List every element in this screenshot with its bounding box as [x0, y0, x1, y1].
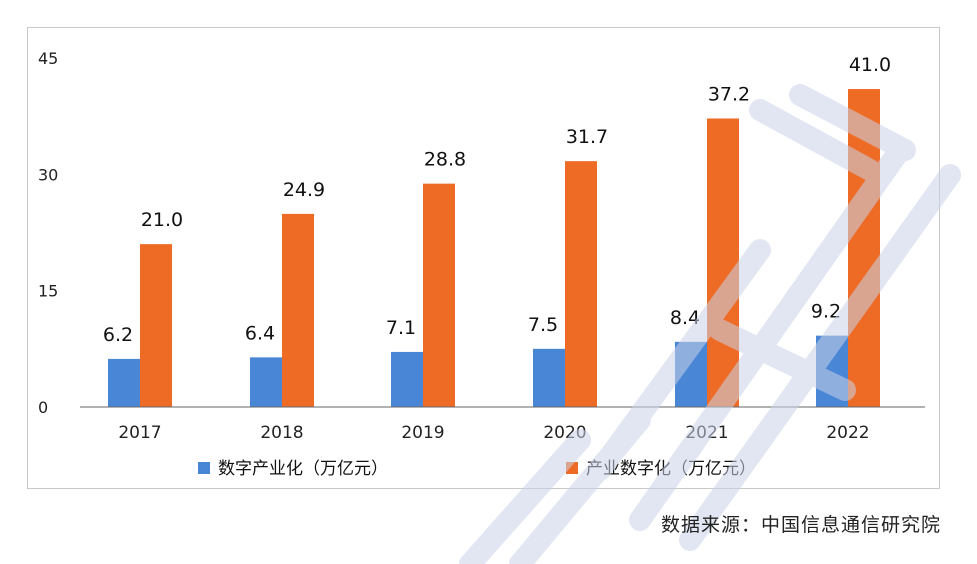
bar-digital-industrialization	[391, 351, 423, 407]
bar-industrial-digitalization	[140, 244, 172, 407]
bar-industrial-digitalization	[565, 161, 597, 407]
watermark-stroke	[459, 429, 591, 564]
source-note: 数据来源：中国信息通信研究院	[660, 514, 941, 536]
legend-label: 数字产业化（万亿元）	[218, 459, 388, 479]
bar-industrial-digitalization	[707, 118, 739, 407]
legend-swatch	[198, 462, 210, 474]
watermark-stroke	[679, 164, 961, 551]
bar-industrial-digitalization	[282, 213, 314, 407]
x-tick-label: 2022	[826, 423, 869, 443]
data-label: 41.0	[849, 54, 891, 76]
data-label: 37.2	[708, 83, 750, 105]
data-label: 6.4	[245, 322, 275, 344]
data-label: 21.0	[141, 209, 183, 231]
y-tick-label: 15	[38, 282, 58, 301]
data-label: 28.8	[424, 149, 466, 171]
y-tick-label: 0	[38, 398, 48, 417]
watermark-stroke	[629, 139, 911, 531]
x-tick-label: 2018	[260, 423, 303, 443]
watermark-stroke	[709, 319, 856, 401]
x-tick-label: 2019	[401, 423, 444, 443]
data-label: 8.4	[670, 307, 700, 329]
bar-digital-industrialization	[533, 348, 565, 407]
y-tick-label: 45	[38, 49, 58, 68]
data-label: 7.5	[528, 314, 558, 336]
bar-digital-industrialization	[108, 358, 140, 407]
data-label: 24.9	[283, 179, 325, 201]
data-label: 7.1	[386, 317, 416, 339]
data-label: 31.7	[566, 126, 608, 148]
bar-digital-industrialization	[250, 357, 282, 407]
watermark-stroke	[749, 99, 881, 181]
watermark	[459, 84, 961, 564]
data-label: 9.2	[811, 301, 841, 323]
watermark-stroke	[509, 409, 651, 564]
x-tick-label: 2017	[118, 423, 161, 443]
data-label: 6.2	[103, 324, 133, 346]
watermark-stroke	[789, 84, 916, 161]
y-tick-label: 30	[38, 165, 58, 184]
bar-industrial-digitalization	[423, 183, 455, 407]
